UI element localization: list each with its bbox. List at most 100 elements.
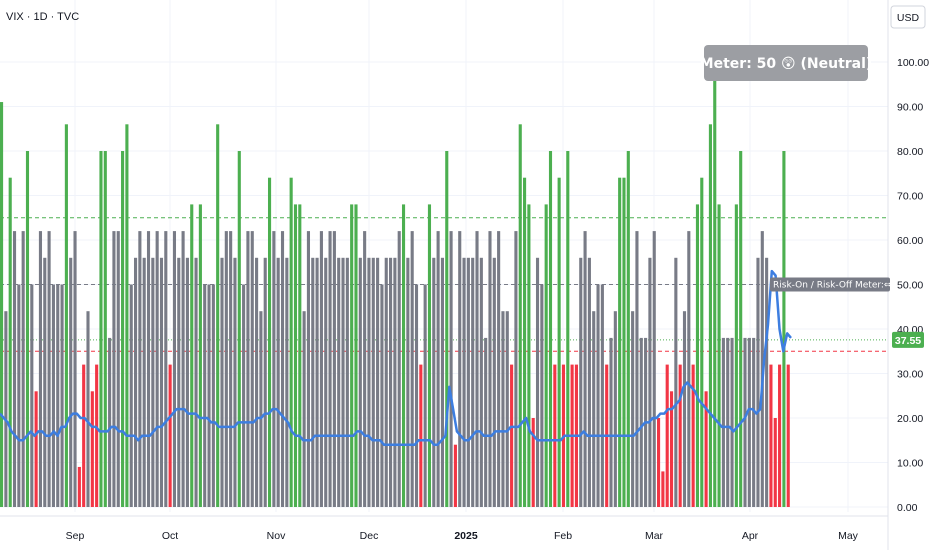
- meter-bar: [717, 204, 721, 507]
- meter-bar: [207, 284, 211, 507]
- meter-bar: [423, 284, 427, 507]
- meter-bar: [492, 257, 496, 507]
- meter-bar: [657, 418, 661, 507]
- meter-bar: [704, 391, 708, 507]
- meter-bar: [544, 204, 548, 507]
- meter-bar: [250, 231, 254, 507]
- meter-bar: [600, 284, 604, 507]
- meter-bar: [138, 231, 142, 507]
- last-value-text: 37.55: [895, 335, 921, 347]
- x-tick-label: Nov: [267, 530, 286, 542]
- meter-bar: [129, 284, 133, 507]
- meter-bar: [708, 124, 712, 508]
- meter-bar: [484, 337, 488, 507]
- meter-bar: [618, 177, 622, 507]
- meter-bar: [514, 231, 518, 507]
- x-tick-label: Mar: [645, 530, 664, 542]
- meter-bar: [622, 177, 626, 507]
- meter-bar: [678, 364, 682, 507]
- meter-bar: [778, 364, 782, 507]
- meter-bar: [734, 204, 738, 507]
- meter-box-text: Meter: 50 😲 (Neutral): [700, 56, 873, 72]
- meter-bar: [17, 284, 21, 507]
- meter-bar: [583, 231, 587, 507]
- meter-bar: [557, 177, 561, 507]
- currency-button[interactable]: USD: [890, 5, 926, 29]
- meter-bar: [172, 231, 177, 507]
- meter-bar: [376, 257, 380, 507]
- meter-bar: [246, 231, 250, 507]
- y-tick-label: 30.00: [897, 369, 923, 381]
- y-tick-label: 100.00: [897, 57, 929, 69]
- x-tick-label: Sep: [66, 530, 85, 542]
- meter-bar: [501, 311, 505, 507]
- meter-bar: [354, 204, 358, 507]
- meter-bar: [497, 231, 501, 507]
- meter-bar: [371, 257, 375, 507]
- meter-bar: [302, 311, 306, 507]
- meter-label-tag-text: Risk-On / Risk-Off Meter:⇔: [773, 281, 892, 291]
- meter-bar: [159, 257, 164, 507]
- meter-bar: [38, 231, 43, 507]
- meter-bar: [743, 337, 747, 507]
- meter-bar: [462, 257, 466, 507]
- meter-bar: [782, 151, 786, 507]
- meter-bar: [458, 231, 462, 507]
- meter-bar: [726, 337, 730, 507]
- meter-bar: [194, 257, 198, 507]
- meter-bar: [713, 75, 717, 507]
- meter-bar: [298, 204, 302, 507]
- meter-bar: [436, 231, 440, 507]
- meter-bar: [289, 177, 293, 507]
- meter-bar: [168, 364, 172, 507]
- meter-bar: [475, 231, 479, 507]
- meter-bar: [380, 284, 384, 507]
- meter-bar: [73, 231, 77, 507]
- meter-bar: [203, 284, 207, 507]
- meter-bar: [786, 364, 790, 507]
- y-tick-label: 90.00: [897, 102, 923, 114]
- meter-bar: [773, 418, 777, 507]
- meter-bar: [21, 231, 25, 507]
- meter-bar: [626, 151, 630, 507]
- meter-bar: [510, 364, 514, 507]
- meter-bar: [293, 204, 298, 507]
- meter-bar: [34, 391, 38, 507]
- meter-bar: [345, 257, 349, 507]
- meter-bar: [363, 231, 367, 507]
- last-value-marker: 37.55: [892, 331, 924, 348]
- meter-bar: [47, 231, 51, 507]
- meter-bar: [691, 364, 695, 507]
- meter-bar: [700, 177, 704, 507]
- meter-bar: [730, 337, 734, 507]
- meter-bar: [540, 284, 544, 507]
- currency-label: USD: [897, 12, 920, 24]
- meter-bar: [56, 284, 60, 507]
- meter-bar: [579, 257, 583, 507]
- x-tick-label: Apr: [742, 530, 759, 542]
- meter-bar: [51, 284, 55, 507]
- meter-bar: [587, 257, 591, 507]
- meter-bar: [535, 257, 540, 507]
- meter-bar: [181, 231, 185, 507]
- meter-bar: [661, 471, 665, 507]
- meter-bar: [267, 177, 272, 507]
- meter-bar: [523, 177, 527, 507]
- meter-bar: [30, 284, 34, 507]
- meter-bar: [64, 124, 68, 508]
- meter-bar: [151, 257, 155, 507]
- meter-bar: [449, 231, 453, 507]
- x-tick-label: 2025: [454, 530, 478, 542]
- meter-bar: [324, 257, 328, 507]
- meter-bar: [99, 151, 103, 507]
- meter-bar: [233, 257, 237, 507]
- meter-bar: [43, 257, 47, 507]
- meter-bar: [652, 231, 656, 507]
- meter-bar: [332, 231, 336, 507]
- meter-bar: [440, 257, 444, 507]
- meter-bar: [155, 231, 159, 507]
- meter-bar: [242, 284, 246, 507]
- meter-bar: [25, 151, 30, 507]
- meter-box: Meter: 50 😲 (Neutral): [700, 45, 873, 81]
